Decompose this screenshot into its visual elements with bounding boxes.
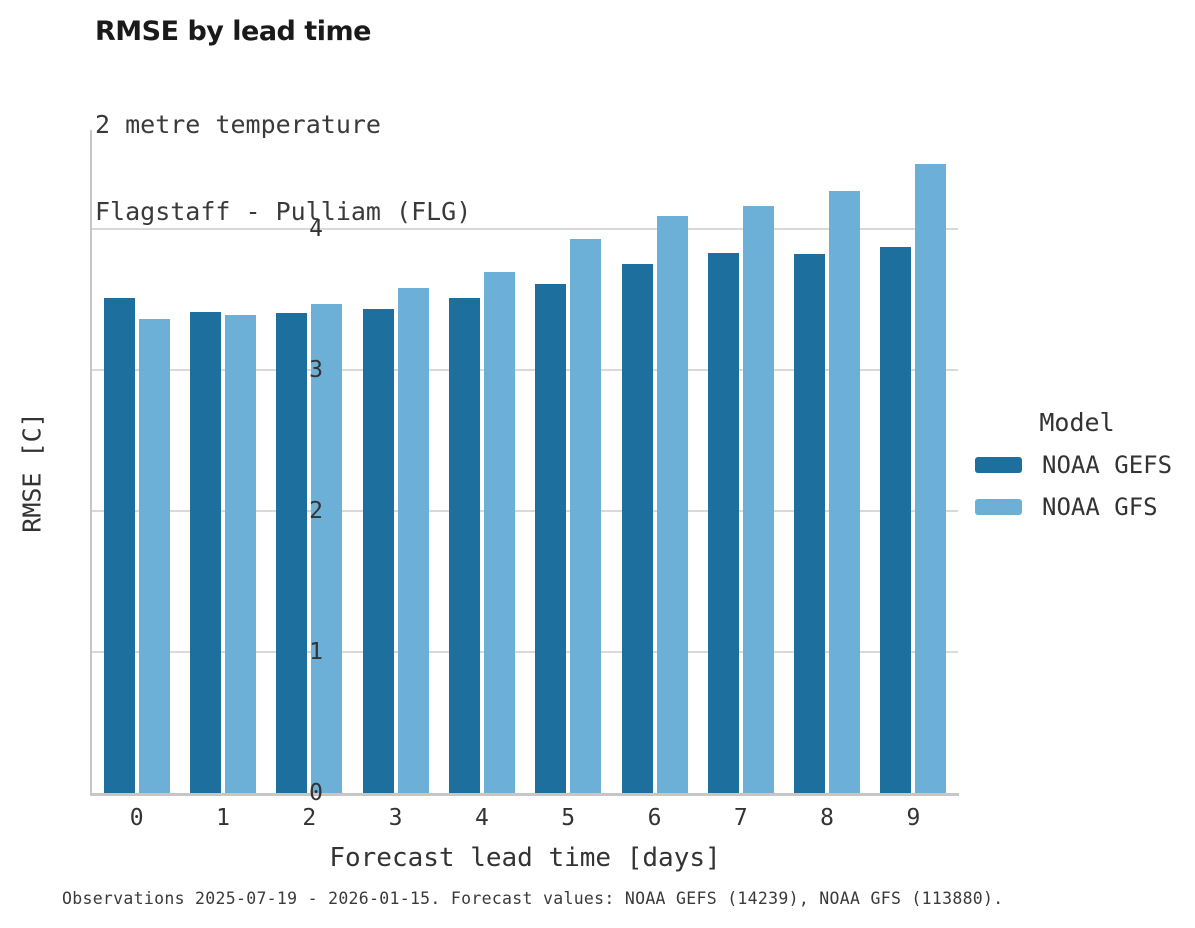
chart-subtitle: 2 metre temperature Flagstaff - Pulliam …	[95, 52, 471, 284]
bar-noaa-gfs-lead6	[656, 216, 688, 793]
bar-noaa-gefs-lead9	[880, 247, 912, 793]
gridline-y-4	[92, 227, 958, 230]
chart-subtitle-line1: 2 metre temperature	[95, 110, 381, 139]
bar-noaa-gefs-lead8	[794, 254, 826, 793]
gridline-y-3	[92, 368, 958, 371]
legend-swatch-icon	[975, 457, 1022, 473]
chart-subtitle-line2: Flagstaff - Pulliam (FLG)	[95, 197, 472, 226]
y-tick-label-1: 1	[309, 638, 323, 665]
gridline-y-2	[92, 509, 958, 512]
bar-noaa-gfs-lead2	[311, 303, 343, 793]
legend-title: Model	[1039, 408, 1115, 437]
legend-entry-noaa-gfs: NOAA GFS	[963, 493, 1191, 521]
chart-title: RMSE by lead time	[95, 16, 371, 47]
bar-noaa-gfs-lead9	[915, 163, 947, 793]
x-tick-label-4: 4	[474, 805, 489, 831]
x-axis-title: Forecast lead time [days]	[329, 843, 721, 873]
x-tick-label-9: 9	[906, 805, 921, 831]
legend-entries: NOAA GEFS NOAA GFS	[963, 451, 1191, 521]
bar-noaa-gfs-lead7	[742, 206, 774, 793]
legend-label: NOAA GEFS	[1042, 451, 1173, 479]
bar-noaa-gfs-lead0	[138, 319, 170, 793]
legend: Model NOAA GEFS NOAA GFS	[963, 408, 1191, 535]
bar-noaa-gefs-lead5	[535, 283, 567, 793]
x-tick-label-6: 6	[647, 805, 662, 831]
y-tick-label-2: 2	[309, 497, 323, 524]
bar-noaa-gefs-lead0	[103, 297, 135, 793]
bar-noaa-gfs-lead4	[483, 272, 515, 793]
bar-noaa-gfs-lead1	[225, 314, 256, 793]
x-tick-label-0: 0	[129, 805, 144, 831]
legend-swatch-icon	[975, 499, 1022, 515]
bar-noaa-gefs-lead1	[190, 311, 221, 793]
y-tick-label-3: 3	[309, 356, 323, 383]
x-axis-line	[90, 793, 959, 796]
y-tick-label-0: 0	[309, 780, 323, 806]
bar-noaa-gfs-lead3	[397, 288, 429, 793]
gridline-y-1	[92, 650, 958, 653]
x-tick-label-1: 1	[216, 805, 230, 831]
bar-noaa-gefs-lead4	[448, 297, 480, 793]
bar-noaa-gefs-lead3	[362, 309, 394, 793]
plot-area	[90, 130, 959, 796]
bar-noaa-gefs-lead7	[707, 252, 739, 793]
y-tick-label-4: 4	[309, 215, 323, 242]
footer-caption: Observations 2025-07-19 - 2026-01-15. Fo…	[62, 889, 1004, 908]
x-tick-label-3: 3	[388, 805, 403, 831]
legend-entry-noaa-gefs: NOAA GEFS	[963, 451, 1191, 479]
y-axis-title: RMSE [C]	[17, 412, 47, 533]
x-tick-label-7: 7	[733, 805, 748, 831]
bar-noaa-gefs-lead6	[621, 264, 653, 793]
bar-noaa-gfs-lead8	[829, 190, 861, 793]
legend-label: NOAA GFS	[1042, 493, 1158, 521]
x-tick-label-8: 8	[820, 805, 835, 831]
x-tick-label-2: 2	[302, 805, 317, 831]
bar-noaa-gfs-lead5	[570, 238, 602, 793]
x-tick-label-5: 5	[561, 805, 576, 831]
bar-noaa-gefs-lead2	[276, 313, 308, 793]
y-axis-line	[90, 130, 92, 795]
